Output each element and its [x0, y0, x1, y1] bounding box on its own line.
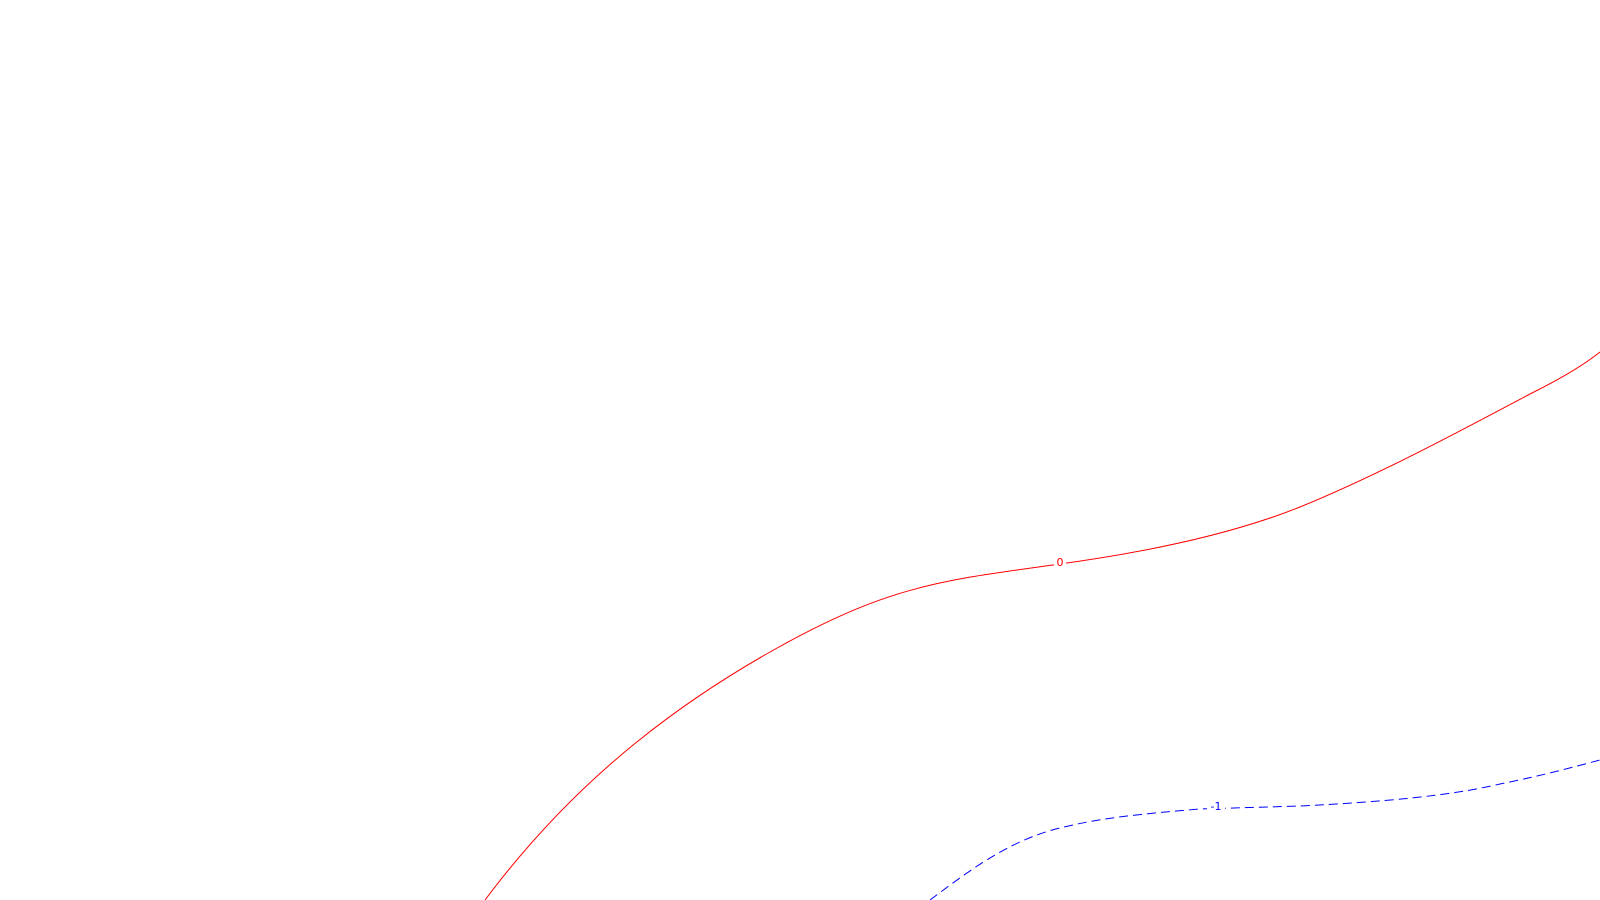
- contour-label-0-background: [1054, 555, 1066, 569]
- contour-line-level-0: [484, 351, 1600, 900]
- contour-label-minus-1-background: [1207, 799, 1225, 813]
- contour-label-minus-1: -1: [1211, 800, 1222, 813]
- contour-line-level-minus-1: [929, 759, 1600, 900]
- contour-label-0: 0: [1057, 556, 1064, 569]
